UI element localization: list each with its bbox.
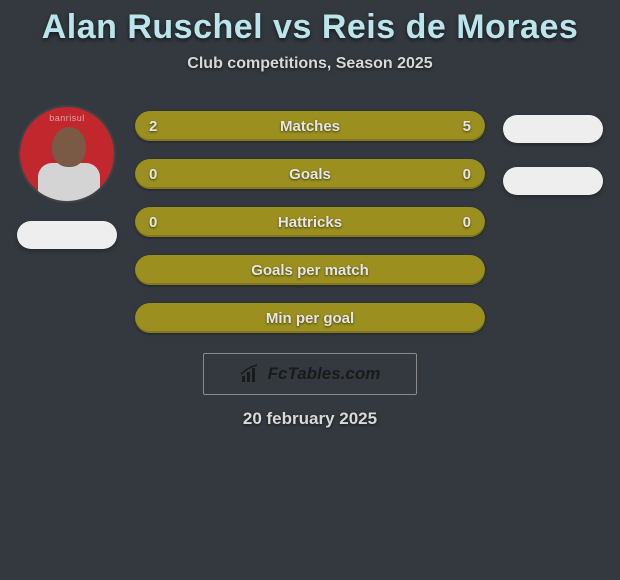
stat-row-hattricks: 0 Hattricks 0 xyxy=(135,207,485,237)
stat-label: Matches xyxy=(280,118,340,135)
avatar-bg-text: banrisul xyxy=(20,113,114,123)
branding-box[interactable]: FcTables.com xyxy=(203,353,417,395)
stat-right-value xyxy=(457,303,485,333)
stat-label: Hattricks xyxy=(278,214,342,231)
stat-row-goals-per-match: Goals per match xyxy=(135,255,485,285)
avatar-body-shape xyxy=(38,163,100,201)
stat-label: Min per goal xyxy=(266,310,354,327)
stat-right-value: 0 xyxy=(449,159,485,189)
stat-left-value xyxy=(135,255,163,285)
player-left-avatar: banrisul xyxy=(20,107,114,201)
player-left-column: banrisul xyxy=(13,103,121,249)
footer-date: 20 february 2025 xyxy=(0,409,620,429)
stats-column: 2 Matches 5 0 Goals 0 0 Hattricks 0 Goal… xyxy=(135,103,485,333)
stat-right-value: 0 xyxy=(449,207,485,237)
stat-left-value xyxy=(135,303,163,333)
stat-left-value: 2 xyxy=(135,111,171,141)
stat-left-value: 0 xyxy=(135,207,171,237)
branding-text: FcTables.com xyxy=(268,364,381,384)
player-right-avatar-pill xyxy=(503,115,603,143)
stat-label: Goals per match xyxy=(251,262,369,279)
stat-row-matches: 2 Matches 5 xyxy=(135,111,485,141)
avatar-head-shape xyxy=(52,127,86,167)
player-left-name-pill xyxy=(17,221,117,249)
page-subtitle: Club competitions, Season 2025 xyxy=(0,55,620,73)
stat-left-value: 0 xyxy=(135,159,171,189)
stat-right-value xyxy=(457,255,485,285)
stat-row-min-per-goal: Min per goal xyxy=(135,303,485,333)
comparison-row: banrisul 2 Matches 5 0 Goals 0 0 Hattric… xyxy=(0,103,620,333)
stat-label: Goals xyxy=(289,166,331,183)
player-right-name-pill xyxy=(503,167,603,195)
player-right-column xyxy=(499,103,607,195)
stat-right-value: 5 xyxy=(449,111,485,141)
bar-chart-icon xyxy=(240,364,262,384)
page-title: Alan Ruschel vs Reis de Moraes xyxy=(0,8,620,47)
stat-row-goals: 0 Goals 0 xyxy=(135,159,485,189)
page-container: Alan Ruschel vs Reis de Moraes Club comp… xyxy=(0,0,620,429)
